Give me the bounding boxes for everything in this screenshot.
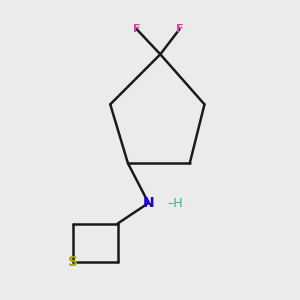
Text: F: F xyxy=(176,24,183,34)
Text: S: S xyxy=(68,255,78,269)
Text: –H: –H xyxy=(168,196,183,209)
Text: N: N xyxy=(143,196,154,210)
Text: F: F xyxy=(133,24,140,34)
